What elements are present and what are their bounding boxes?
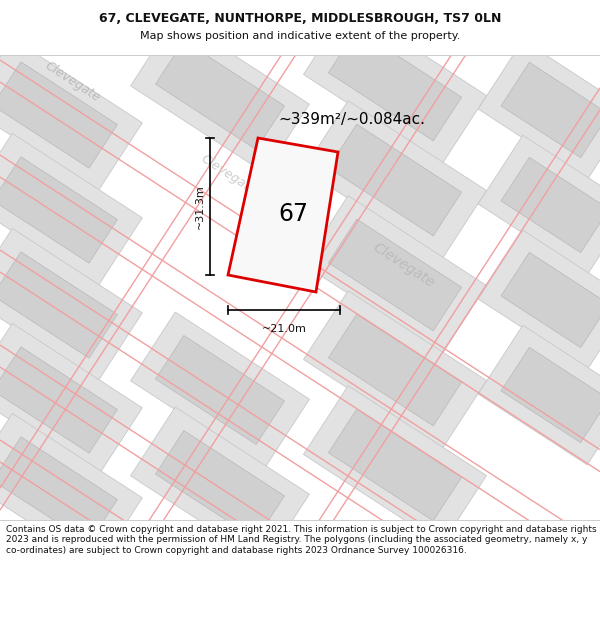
Polygon shape <box>304 101 487 259</box>
Polygon shape <box>0 62 118 168</box>
Text: 67: 67 <box>278 202 308 226</box>
Polygon shape <box>304 6 487 164</box>
Text: Clevegate: Clevegate <box>42 59 102 104</box>
Polygon shape <box>304 196 487 354</box>
Polygon shape <box>501 253 600 348</box>
Polygon shape <box>328 124 461 236</box>
Polygon shape <box>328 29 461 141</box>
Polygon shape <box>0 157 118 263</box>
Polygon shape <box>0 38 142 192</box>
Polygon shape <box>155 336 284 444</box>
Text: ~339m²/~0.084ac.: ~339m²/~0.084ac. <box>278 112 425 127</box>
Polygon shape <box>478 135 600 275</box>
Text: Contains OS data © Crown copyright and database right 2021. This information is : Contains OS data © Crown copyright and d… <box>6 525 596 555</box>
Polygon shape <box>328 314 461 426</box>
Polygon shape <box>0 252 118 358</box>
Polygon shape <box>0 323 142 477</box>
Polygon shape <box>501 158 600 252</box>
Polygon shape <box>478 230 600 370</box>
Polygon shape <box>478 325 600 465</box>
Polygon shape <box>328 219 461 331</box>
Polygon shape <box>131 312 310 468</box>
Polygon shape <box>501 348 600 442</box>
Polygon shape <box>478 40 600 180</box>
Polygon shape <box>0 413 142 567</box>
Polygon shape <box>0 228 142 382</box>
Polygon shape <box>0 133 142 287</box>
Polygon shape <box>131 17 310 173</box>
Polygon shape <box>304 386 487 544</box>
Polygon shape <box>304 291 487 449</box>
Text: Clevegate: Clevegate <box>198 152 258 198</box>
Polygon shape <box>155 431 284 539</box>
Polygon shape <box>0 347 118 453</box>
Text: Map shows position and indicative extent of the property.: Map shows position and indicative extent… <box>140 31 460 41</box>
Text: ~21.0m: ~21.0m <box>262 324 307 334</box>
Polygon shape <box>501 62 600 158</box>
Polygon shape <box>228 138 338 292</box>
Polygon shape <box>131 407 310 563</box>
Text: ~31.3m: ~31.3m <box>195 184 205 229</box>
Text: Clevegate: Clevegate <box>370 240 436 290</box>
Polygon shape <box>155 41 284 149</box>
Polygon shape <box>328 409 461 521</box>
Text: 67, CLEVEGATE, NUNTHORPE, MIDDLESBROUGH, TS7 0LN: 67, CLEVEGATE, NUNTHORPE, MIDDLESBROUGH,… <box>99 12 501 25</box>
Polygon shape <box>0 437 118 543</box>
